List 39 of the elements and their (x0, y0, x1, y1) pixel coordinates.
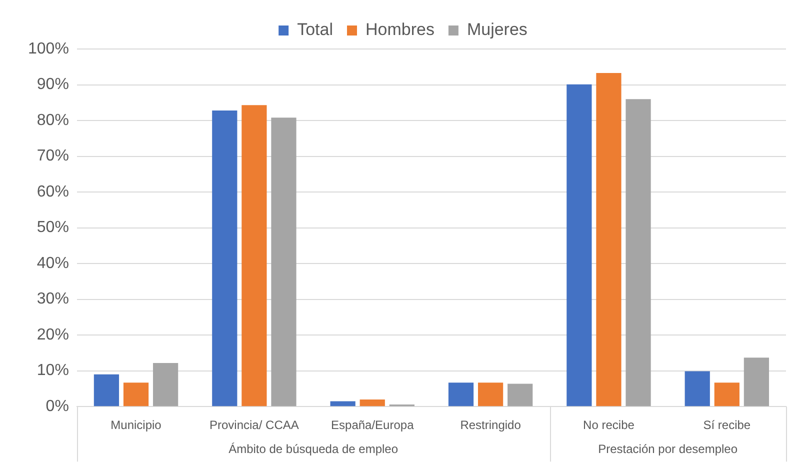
x-tick-label: Sí recibe (703, 418, 751, 432)
y-tick-label: 30% (36, 290, 69, 308)
bar (744, 358, 770, 406)
bar (330, 401, 356, 406)
y-tick-label: 70% (36, 148, 69, 165)
bar (242, 105, 267, 406)
bar (714, 382, 740, 406)
bar (596, 72, 622, 406)
bar (212, 110, 238, 406)
bar (508, 384, 533, 406)
y-tick-label: 20% (36, 326, 69, 344)
bar (94, 374, 120, 406)
text: Prestación por desempleo (598, 442, 738, 456)
x-tick-label: España/Europa (331, 418, 414, 432)
y-tick-label: 100% (28, 40, 69, 58)
bar (626, 99, 651, 406)
bar (448, 382, 474, 406)
y-tick-label: 90% (36, 76, 69, 94)
bar (478, 382, 504, 406)
x-tick-label: No recibe (583, 418, 635, 432)
text: Ámbito de búsqueda de empleo (228, 442, 398, 456)
legend-label: Total (297, 20, 334, 40)
bar (153, 362, 178, 406)
y-tick-label: 60% (36, 183, 69, 200)
x-tick-label: Restringido (460, 418, 522, 432)
bar (271, 118, 296, 406)
y-tick-label: 10% (36, 362, 69, 380)
x-tick-label: Municipio (110, 418, 162, 432)
y-tick-label: 0% (46, 398, 69, 416)
bar (360, 399, 385, 406)
y-tick-label: 80% (36, 112, 69, 129)
bar (566, 84, 592, 406)
legend-label: Mujeres (466, 20, 528, 40)
y-tick-label: 40% (36, 254, 69, 272)
y-tick-label: 50% (36, 219, 69, 236)
bar (123, 382, 149, 406)
x-tick-label: Provincia/ CCAA (210, 418, 299, 432)
legend-label: Hombres (365, 20, 434, 40)
bar (684, 371, 710, 406)
